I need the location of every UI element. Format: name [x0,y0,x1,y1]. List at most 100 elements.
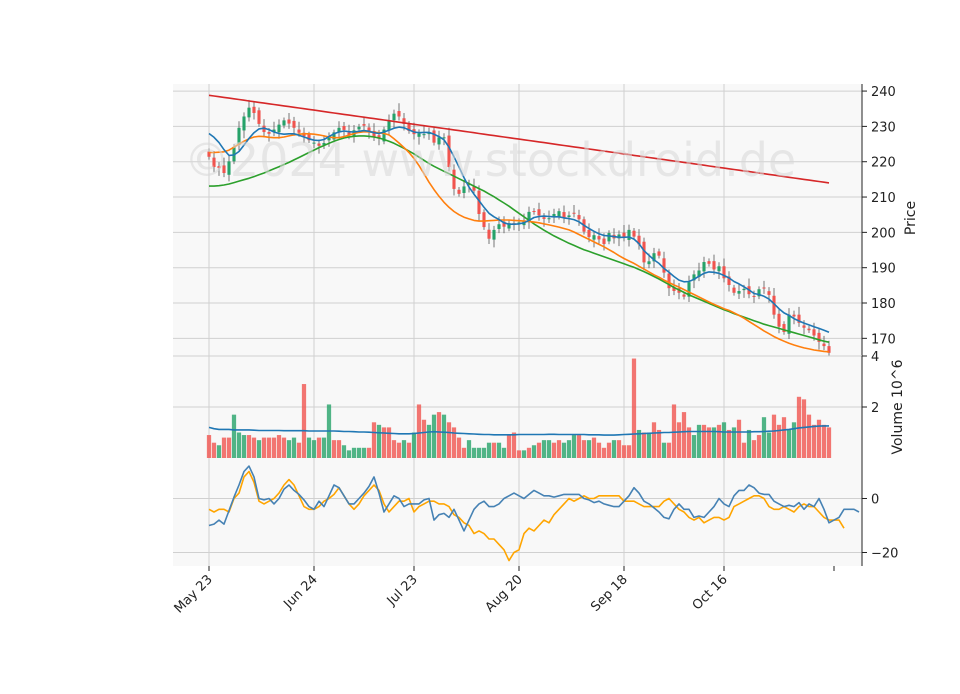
volume-bar [441,414,447,458]
volume-bar [396,442,402,458]
candle-body [812,329,816,336]
candle-body [402,118,406,124]
volume-bar [741,442,747,458]
volume-bar [271,437,277,458]
candle-body [637,235,641,245]
volume-bar [351,447,357,458]
candle-body [807,328,811,331]
volume-tick-label: 2 [871,401,879,416]
candle-body [297,129,301,133]
candle-body [407,123,411,131]
candle-body [732,287,736,293]
volume-bar [356,447,362,458]
candle-body [792,314,796,317]
volume-bar [456,437,462,458]
volume-bar [631,358,637,458]
volume-bar [211,442,217,458]
candle-body [222,165,226,174]
volume-axis-label: Volume 10^6 [890,359,906,454]
x-tick-label: Jul 23 [384,572,421,609]
volume-bar [451,427,457,458]
candle-body [217,166,221,169]
volume-bar [706,427,712,458]
candle-body [292,120,296,128]
volume-bar [531,445,537,458]
candle-body [427,133,431,135]
candle-body [757,289,761,297]
candle-body [317,143,321,146]
oscillator-tick-label: −20 [871,547,898,562]
volume-bar [726,429,732,458]
volume-bar [426,424,432,458]
candle-body [237,127,241,146]
candle-body [777,313,781,327]
volume-tick-label: 4 [871,350,879,365]
candle-body [532,210,536,212]
volume-bar [811,424,817,458]
candle-body [627,229,631,240]
candle-body [497,224,501,230]
volume-bar [791,422,797,458]
candle-body [787,314,791,334]
volume-panel: 24 [173,350,879,458]
candle-body [662,258,666,273]
volume-bar [571,435,577,458]
volume-bar [616,440,622,458]
candle-body [772,295,776,315]
volume-bar [276,435,282,458]
volume-bar [806,414,812,458]
volume-bar [511,432,517,458]
volume-bar [581,440,587,458]
volume-bar [481,447,487,458]
candle-body [592,235,596,240]
candle-body [347,132,351,136]
candle-body [282,120,286,126]
volume-bar [406,442,412,458]
price-tick-label: 210 [871,191,896,206]
candle-body [397,111,401,117]
volume-bar [221,437,227,458]
volume-bar [206,435,212,458]
volume-bar [491,442,497,458]
candle-body [392,113,396,121]
ma-long-line [209,135,830,343]
candle-body [327,137,331,141]
volume-bar [256,440,262,458]
volume-bar [771,414,777,458]
candle-body [437,137,441,145]
volume-bar [681,412,687,458]
volume-bar [471,447,477,458]
candle-body [762,287,766,289]
volume-bar [586,440,592,458]
volume-bar [636,429,642,458]
candle-body [362,124,366,126]
price-tick-label: 170 [871,332,896,347]
volume-bar [696,424,702,458]
volume-bar [316,437,322,458]
candle-body [367,127,371,131]
volume-bar [301,384,307,458]
candle-body [577,215,581,220]
candle-body [607,233,611,242]
candle-body [247,107,251,118]
candle-body [697,270,701,278]
candle-body [357,126,361,130]
price-tick-label: 220 [871,156,896,171]
candle-body [462,186,466,193]
candle-body [372,130,376,137]
volume-bar [656,429,662,458]
volume-bar [561,442,567,458]
candle-body [487,229,491,239]
candle-body [382,129,386,142]
candle-body [667,273,671,289]
candle-body [657,251,661,256]
volume-bar [721,422,727,458]
x-tick-label: Oct 16 [690,572,731,613]
volume-bar [506,435,512,458]
candle-body [267,132,271,134]
candle-body [822,343,826,347]
candle-body [727,276,731,285]
oscillator-fast-line [208,465,860,532]
volume-bar [461,447,467,458]
